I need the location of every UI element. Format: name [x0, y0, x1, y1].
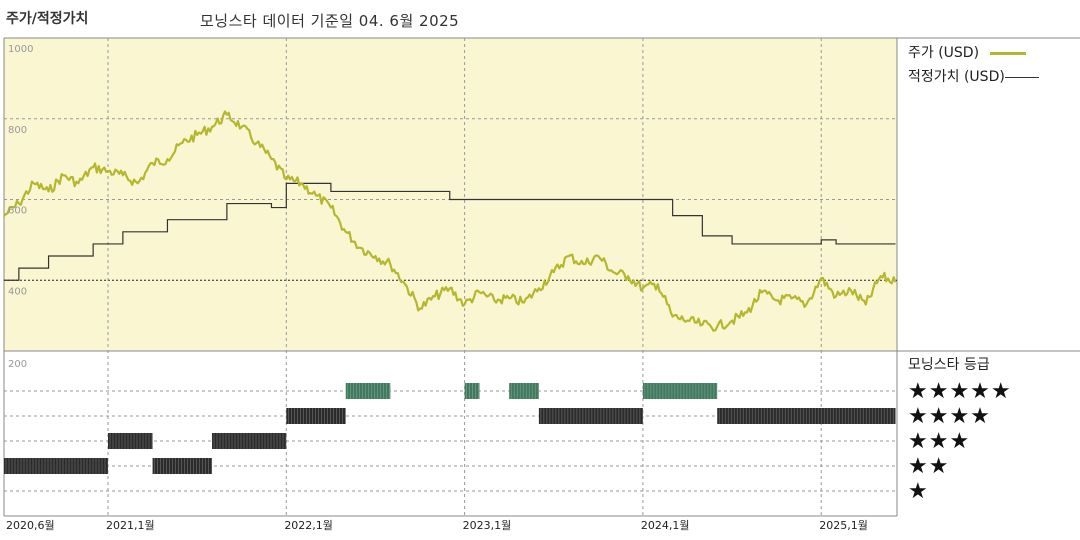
rating-period-bar [4, 458, 109, 474]
legend-price: 주가 (USD) [908, 42, 1026, 62]
legend-price-swatch [989, 51, 1026, 55]
x-tick-label: 2024,1월 [641, 519, 690, 532]
x-tick-label: 2022,1월 [284, 519, 333, 532]
rating-period-bar [345, 383, 391, 399]
y-tick-label: 800 [8, 125, 27, 136]
rating-2-stars: ★★ [908, 454, 950, 479]
data-date-subtitle: 모닝스타 데이터 기준일 04. 6월 2025 [200, 12, 460, 30]
rating-1-star: ★ [908, 479, 929, 504]
x-tick-label: 2021,1월 [106, 519, 155, 532]
rating-period-bar [717, 408, 896, 424]
rating-period-bar [642, 383, 718, 399]
rating-5-stars: ★★★★★ [908, 379, 1012, 404]
y-tick-label: 200 [8, 359, 27, 370]
rating-period-bar [152, 458, 213, 474]
legend-fair-value-swatch [1004, 76, 1039, 78]
rating-period-bar [464, 383, 480, 399]
y-tick-label: 400 [8, 286, 27, 297]
rating-3-stars: ★★★ [908, 429, 971, 454]
y-tick-label: 600 [8, 206, 27, 217]
rating-period-bar [509, 383, 539, 399]
x-tick-label: 2025,1월 [819, 519, 868, 532]
legend-price-label: 주가 (USD) [908, 45, 980, 61]
fair-value-series-line [4, 182, 896, 281]
rating-period-bar [212, 433, 287, 449]
legend-fair-value-label: 적정가치 (USD) [908, 69, 1005, 85]
rating-period-bar [286, 408, 346, 424]
x-tick-label: 2020,6월 [6, 519, 55, 532]
price-series-line [3, 110, 897, 332]
rating-4-stars: ★★★★ [908, 404, 991, 429]
y-tick-label: 1000 [8, 44, 33, 55]
rating-panel-title: 모닝스타 등급 [908, 357, 990, 373]
rating-period-bar [108, 433, 153, 449]
chart-title: 주가/적정가치 [6, 11, 89, 27]
rating-period-bar [538, 408, 643, 424]
legend-fair-value: 적정가치 (USD) [908, 66, 1039, 86]
upper-panel-background [4, 38, 897, 351]
x-tick-label: 2023,1월 [463, 519, 512, 532]
